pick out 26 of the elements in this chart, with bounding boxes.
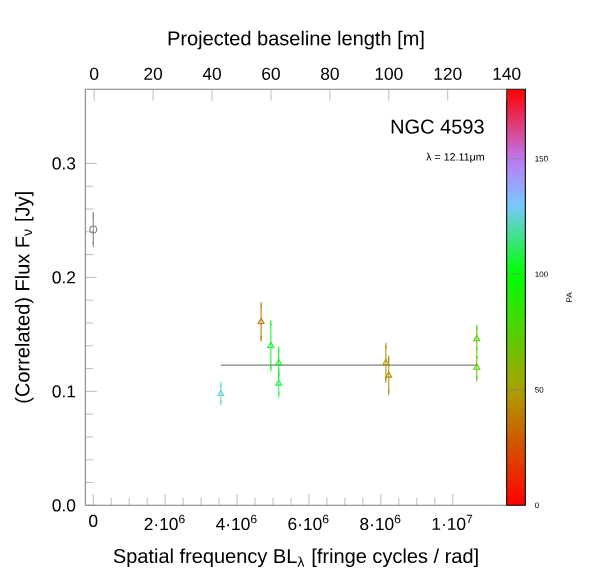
x2-axis-title: Projected baseline length [m] bbox=[168, 30, 424, 50]
text: NGC 4593 bbox=[391, 119, 484, 134]
y-tick-label: 0.1 bbox=[52, 385, 76, 398]
x2-tick-label: 80 bbox=[321, 67, 339, 80]
x-tick-label: 0 bbox=[89, 514, 98, 528]
x2-tick-label: 120 bbox=[434, 67, 462, 80]
y-tick-label: 0.0 bbox=[52, 499, 76, 512]
x-tick-label: 2·10$^{6}$ bbox=[144, 514, 185, 531]
point bbox=[267, 341, 275, 349]
point bbox=[275, 379, 283, 386]
x2-tick-label: 140 bbox=[493, 67, 521, 80]
x-tick-label: 6·10$^{6}$ bbox=[288, 514, 329, 531]
x2-tick-label: 100 bbox=[375, 67, 403, 80]
point bbox=[275, 358, 283, 366]
y-axis-title: (Correlated) Flux F$_{ν}$ [Jy] bbox=[14, 192, 34, 403]
x2-tick-label: 60 bbox=[262, 67, 280, 80]
x2-tick-label: 40 bbox=[202, 67, 221, 80]
y-tick-label: 0.3 bbox=[52, 157, 76, 170]
x-tick-label: 4·10$^{6}$ bbox=[216, 514, 257, 531]
x-axis-title: Spatial frequency BL$_{λ}$ [fringe cycles / rad] bbox=[113, 548, 478, 568]
x2-tick-label: 0 bbox=[90, 67, 99, 80]
x-tick-label: 8·10$^{6}$ bbox=[360, 514, 401, 531]
x2-tick-label: 20 bbox=[144, 67, 163, 80]
y-tick-label: 0.2 bbox=[52, 271, 76, 284]
point bbox=[217, 389, 225, 396]
x-tick-label: 1·10$^{7}$ bbox=[432, 514, 473, 530]
